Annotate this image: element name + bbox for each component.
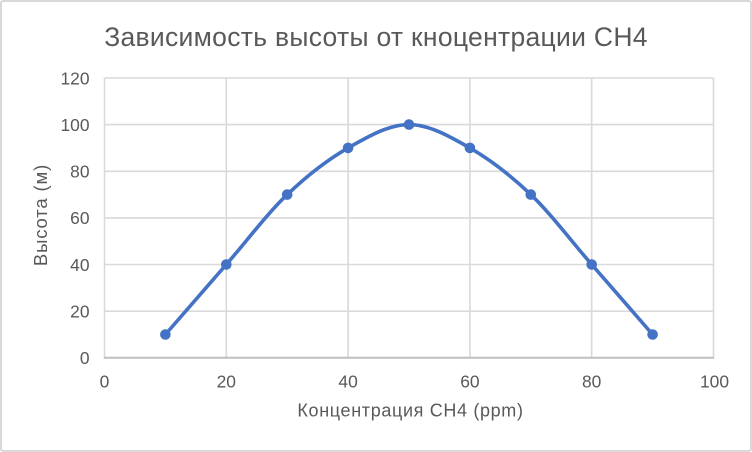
svg-text:60: 60 xyxy=(460,372,479,392)
svg-text:Концентрация CH4 (ppm): Концентрация CH4 (ppm) xyxy=(297,400,523,420)
svg-text:80: 80 xyxy=(582,372,601,392)
svg-text:0: 0 xyxy=(80,348,90,368)
svg-text:20: 20 xyxy=(217,372,236,392)
svg-text:80: 80 xyxy=(70,162,89,182)
svg-text:100: 100 xyxy=(700,372,729,392)
svg-text:20: 20 xyxy=(70,302,89,322)
svg-text:0: 0 xyxy=(100,372,110,392)
svg-text:Высота (м): Высота (м) xyxy=(30,164,51,266)
svg-text:100: 100 xyxy=(60,115,89,135)
svg-text:Зависимость высоты от кноцентр: Зависимость высоты от кноцентрации CH4 xyxy=(104,22,648,52)
svg-text:120: 120 xyxy=(60,68,89,88)
svg-text:40: 40 xyxy=(338,372,357,392)
svg-text:60: 60 xyxy=(70,208,89,228)
svg-text:40: 40 xyxy=(70,255,89,275)
